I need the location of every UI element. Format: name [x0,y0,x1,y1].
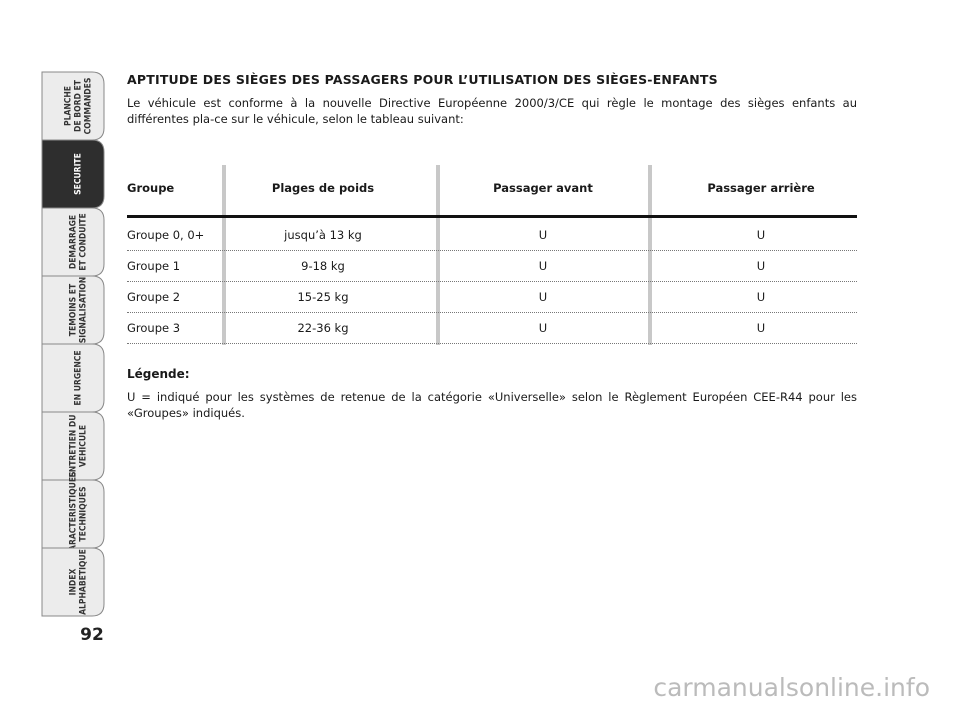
cell: 15-25 kg [297,290,349,304]
intro: Le véhicule est conforme à la nouvelle D… [127,96,857,126]
cell: 22-36 kg [297,321,349,335]
tab-label: ALPHABETIQUE [79,549,89,615]
tab-label: DE BORD ET [74,79,84,132]
tab-label: ENTRETIEN DU [69,415,79,478]
column-divider [648,165,652,345]
table: Groupe Plages de poids Passager avant Passa… [127,165,857,345]
column-divider [222,165,226,345]
legend-title: Légende: [127,367,190,381]
tab-label: SECURITE [74,153,84,195]
cell: U [756,228,766,242]
tab-label: TEMOINS ET [69,283,79,336]
tab-label: TECHNIQUES [79,486,89,541]
header-cell: Passager avant [493,181,593,195]
cell: U [538,290,548,304]
tab-label: PLANCHE [64,86,74,126]
row-rule [127,250,857,251]
page-number: 92 [80,625,104,645]
cell: 9-18 kg [301,259,345,273]
column-divider [436,165,440,345]
cell: U [538,321,548,335]
tab [41,547,105,617]
tab-label: COMMANDES [84,78,94,135]
section-title: APTITUDE DES SIÈGES DES PASSAGERS POUR L… [127,72,718,87]
cell: jusqu’à 13 kg [284,228,362,242]
cell: U [756,259,766,273]
row-rule [127,281,857,282]
cell: Groupe 1 [127,259,181,273]
tab-label: SIGNALISATION [79,277,89,343]
cell: U [756,321,766,335]
cell: U [538,228,548,242]
sidebar: PLANCHE DE BORD ET COMMANDES SECURITE DEMARR… [41,71,105,645]
header-cell: Groupe [127,181,175,195]
tab-label: DEMARRAGE [69,215,79,269]
tab-label: INDEX [69,569,79,596]
header-rule [127,215,857,218]
watermark: carmanualsonline.info [653,673,930,702]
cell: Groupe 0, 0+ [127,228,205,242]
tab-label: ET CONDUITE [79,213,89,270]
legend-text: U = indiqué pour les systèmes de retenue… [127,390,857,420]
tab-label: VEHICULE [79,425,89,467]
header-cell: Passager arrière [707,181,815,195]
cell: Groupe 2 [127,290,181,304]
row-rule [127,312,857,313]
header-cell: Plages de poids [271,181,375,195]
row-rule [127,343,857,344]
cell: U [538,259,548,273]
tab-label: CARACTERISTIQUES [69,471,79,556]
tab-label: EN URGENCE [74,350,84,405]
cell: Groupe 3 [127,321,181,335]
cell: U [756,290,766,304]
